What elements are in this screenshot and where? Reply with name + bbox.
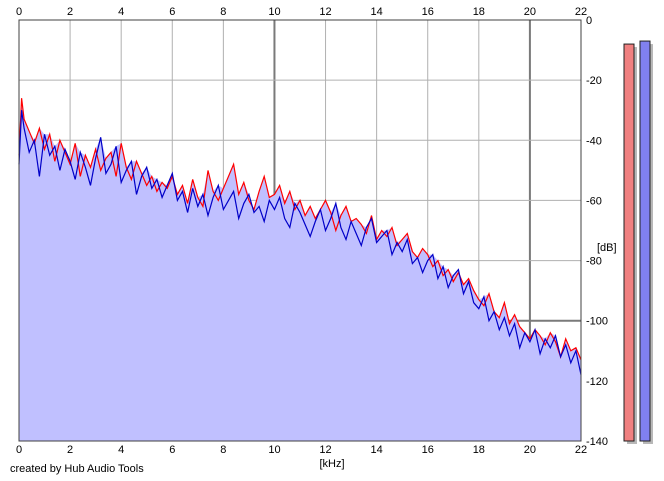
x-tick-label-bottom: 20 (524, 444, 536, 456)
x-tick-label-top: 0 (16, 6, 22, 18)
x-tick-label-top: 14 (371, 6, 383, 18)
x-tick-label-bottom: 14 (371, 444, 383, 456)
x-tick-label-bottom: 0 (16, 444, 22, 456)
axes: 002244668810101212141416161818202022220-… (16, 6, 608, 456)
x-tick-label-top: 4 (118, 6, 124, 18)
series-right-channel-line (18, 110, 582, 375)
x-tick-label-top: 2 (67, 6, 73, 18)
x-tick-label-bottom: 22 (575, 444, 587, 456)
series-left-channel-line (18, 98, 582, 361)
x-tick-label-top: 22 (575, 6, 587, 18)
x-tick-label-bottom: 6 (169, 444, 175, 456)
x-tick-label-top: 10 (268, 6, 280, 18)
x-tick-label-top: 16 (422, 6, 434, 18)
y-tick-label: -80 (586, 256, 602, 268)
y-tick-label: -100 (586, 316, 608, 328)
x-tick-label-bottom: 2 (67, 444, 73, 456)
level-meter-right (639, 40, 651, 442)
x-axis-label: [kHz] (319, 458, 344, 470)
x-tick-label-bottom: 4 (118, 444, 124, 456)
spectrum-fill-area (19, 98, 581, 441)
x-tick-label-top: 20 (524, 6, 536, 18)
level-meter-left (623, 43, 635, 442)
x-tick-label-top: 6 (169, 6, 175, 18)
y-tick-label: -40 (586, 135, 602, 147)
x-tick-label-bottom: 10 (268, 444, 280, 456)
x-tick-label-bottom: 12 (319, 444, 331, 456)
x-tick-label-bottom: 16 (422, 444, 434, 456)
plot-frame (18, 19, 582, 442)
series-layer (18, 98, 582, 375)
x-tick-label-bottom: 8 (220, 444, 226, 456)
y-tick-label: -140 (586, 436, 608, 448)
y-tick-label: -20 (586, 75, 602, 87)
x-tick-label-top: 8 (220, 6, 226, 18)
y-tick-label: 0 (586, 15, 592, 27)
y-axis-label: [dB] (597, 242, 617, 254)
x-tick-label-top: 18 (473, 6, 485, 18)
footer-credit: created by Hub Audio Tools (10, 463, 144, 475)
level-meters (623, 40, 653, 445)
y-tick-label: -120 (586, 376, 608, 388)
x-tick-label-bottom: 18 (473, 444, 485, 456)
x-tick-label-top: 12 (319, 6, 331, 18)
y-tick-label: -60 (586, 195, 602, 207)
